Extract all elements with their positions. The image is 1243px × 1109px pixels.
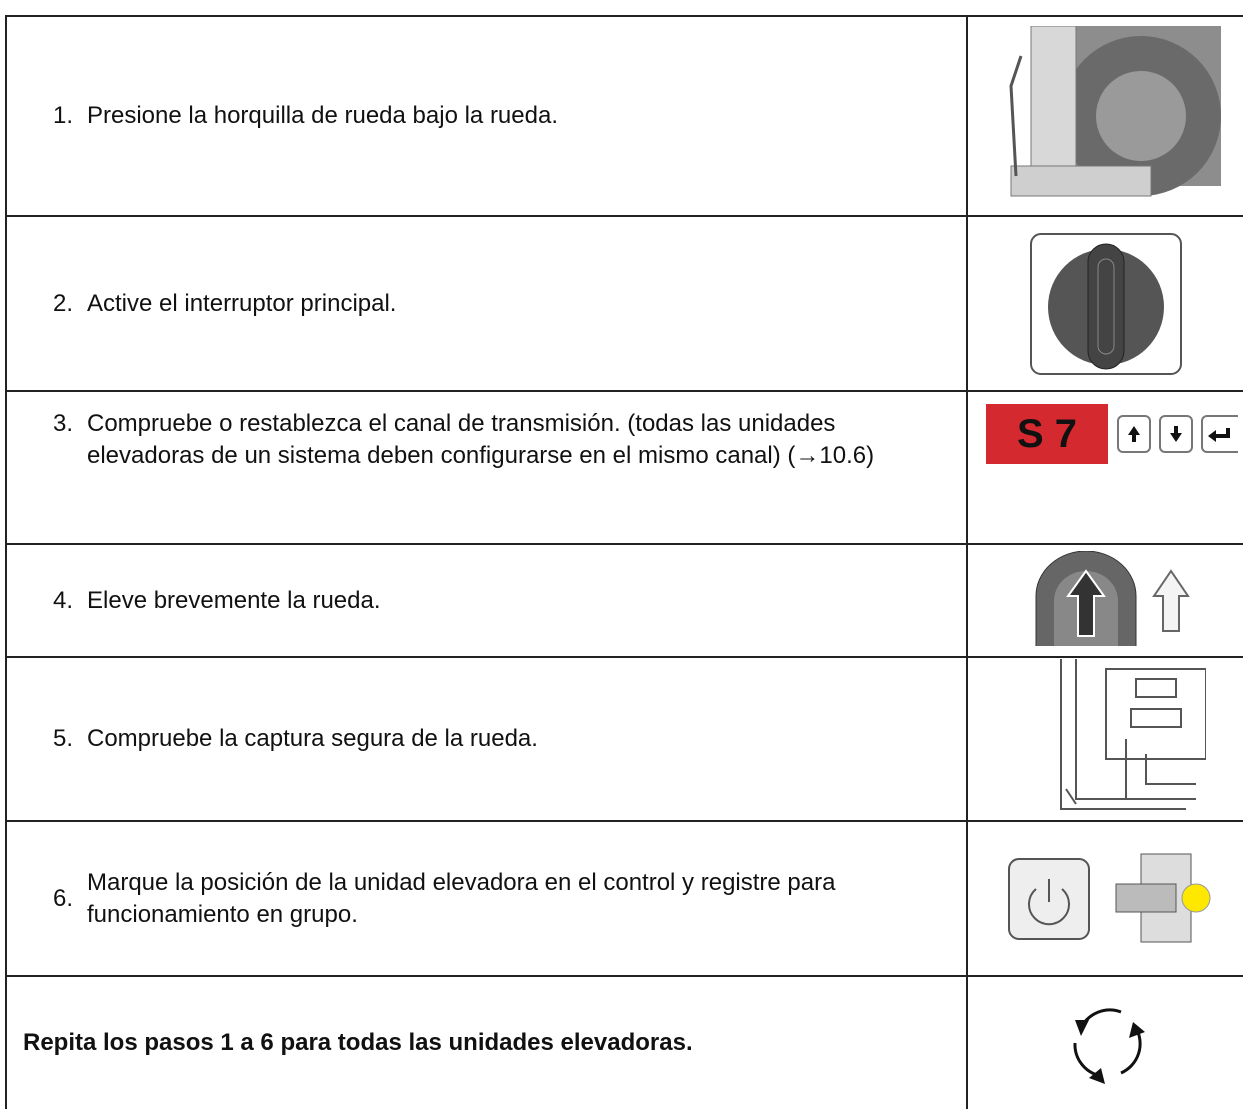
step-number: 1. [53,102,74,129]
wheel-catch-icon [1059,659,1206,810]
step-cell: 3. Compruebe o restablezca el canal de tr… [5,392,968,543]
step-row: 3. Compruebe o restablezca el canal de tr… [5,390,1243,543]
icon-cell [968,217,1243,390]
step-number: 6. [53,884,74,912]
step-text: Compruebe o restablezca el canal de tran… [87,410,875,469]
step-cell: 5. Compruebe la captura segura de la rued… [5,658,968,820]
step-cell: 1. Presione la horquilla de rueda bajo la… [5,17,968,215]
main-switch-icon [1029,232,1182,375]
icon-cell: S 7 [968,392,1243,543]
step-number: 2. [53,289,74,317]
step-cell: 6. Marque la posición de la unidad elevad… [5,822,968,975]
channel-display: S 7 [986,404,1108,464]
step-text: Marque la posición de la unidad elevador… [87,868,836,928]
key-icons [1117,415,1238,453]
step-number: 5. [53,725,74,752]
repeat-icon [1072,1008,1145,1084]
step-text: Eleve brevemente la rueda. [87,586,381,614]
step-row: 2. Active el interruptor principal. [5,215,1243,390]
register-icons [1007,853,1210,942]
step-cell: 2. Active el interruptor principal. [5,217,968,390]
footer-text: Repita los pasos 1 a 6 para todas las un… [23,1029,693,1056]
step-row: 5. Compruebe la captura segura de la rued… [5,656,1243,820]
wheel-fork-icon [1008,26,1221,197]
step-number: 3. [53,410,74,437]
footer-cell: Repita los pasos 1 a 6 para todas las un… [5,977,968,1109]
icon-cell [968,545,1243,656]
icon-cell [968,822,1243,975]
step-text: Presione la horquilla de rueda bajo la r… [87,102,558,129]
step-row: 4. Eleve brevemente la rueda. [5,543,1243,656]
footer-row: Repita los pasos 1 a 6 para todas las un… [5,975,1243,1109]
icon-cell [968,658,1243,820]
step-number: 4. [53,586,74,614]
step-row: 1. Presione la horquilla de rueda bajo la… [5,15,1243,215]
icon-cell [968,17,1243,215]
icon-cell [968,977,1243,1109]
step-row: 6. Marque la posición de la unidad elevad… [5,820,1243,975]
step-text: Active el interruptor principal. [87,289,397,317]
step-text: Compruebe la captura segura de la rueda. [87,725,538,752]
step-cell: 4. Eleve brevemente la rueda. [5,545,968,656]
raise-icon [1035,550,1190,646]
